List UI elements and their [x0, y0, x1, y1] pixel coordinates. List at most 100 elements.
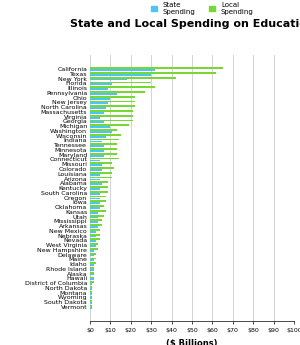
Bar: [90, 196, 106, 197]
Bar: [90, 297, 92, 299]
Bar: [90, 221, 98, 223]
Bar: [90, 102, 108, 104]
Bar: [90, 172, 112, 174]
Bar: [90, 100, 135, 102]
Bar: [90, 300, 92, 302]
Bar: [90, 83, 112, 85]
Bar: [90, 153, 116, 155]
Bar: [90, 124, 129, 126]
Bar: [90, 215, 104, 217]
Legend: State
Spending, Local
Spending: State Spending, Local Spending: [149, 0, 255, 16]
Bar: [90, 302, 92, 304]
Bar: [90, 234, 100, 236]
Bar: [90, 200, 106, 202]
Bar: [90, 126, 110, 128]
Bar: [90, 257, 96, 259]
Bar: [90, 181, 108, 183]
Bar: [90, 253, 96, 255]
Bar: [90, 236, 96, 237]
Bar: [90, 136, 106, 138]
Bar: [90, 250, 94, 252]
Bar: [90, 224, 102, 226]
Bar: [90, 188, 100, 190]
Bar: [90, 293, 92, 295]
Bar: [90, 158, 118, 159]
Bar: [90, 277, 94, 278]
Bar: [90, 81, 151, 83]
Bar: [90, 248, 98, 250]
Bar: [90, 231, 96, 233]
Bar: [90, 162, 112, 164]
Bar: [90, 148, 116, 150]
Bar: [90, 96, 135, 98]
Bar: [90, 191, 108, 193]
Bar: [90, 269, 94, 271]
Bar: [90, 291, 92, 293]
Bar: [90, 283, 92, 285]
Bar: [90, 288, 92, 290]
Bar: [90, 131, 112, 133]
Bar: [90, 186, 108, 188]
Bar: [90, 183, 102, 185]
Bar: [90, 281, 94, 283]
Title: State and Local Spending on Education: State and Local Spending on Education: [70, 19, 300, 29]
Bar: [90, 134, 121, 136]
Bar: [90, 169, 102, 171]
Bar: [90, 69, 155, 71]
Bar: [90, 267, 94, 269]
Bar: [90, 115, 133, 117]
Bar: [90, 144, 116, 145]
Bar: [90, 264, 94, 266]
Bar: [90, 198, 100, 199]
Bar: [90, 164, 102, 166]
Bar: [90, 255, 94, 256]
X-axis label: ($ Billions): ($ Billions): [166, 339, 218, 345]
Bar: [90, 202, 100, 204]
Bar: [90, 217, 98, 218]
Bar: [90, 120, 133, 121]
Bar: [90, 262, 96, 264]
Bar: [90, 240, 96, 242]
Bar: [90, 193, 100, 195]
Bar: [90, 274, 94, 276]
Bar: [90, 278, 94, 280]
Bar: [90, 72, 217, 74]
Bar: [90, 155, 104, 157]
Bar: [90, 74, 151, 76]
Bar: [90, 105, 135, 107]
Bar: [90, 205, 104, 207]
Bar: [90, 207, 100, 209]
Bar: [90, 243, 98, 245]
Bar: [90, 91, 145, 93]
Bar: [90, 117, 100, 119]
Bar: [90, 226, 98, 228]
Bar: [90, 179, 100, 180]
Bar: [90, 238, 100, 240]
Bar: [90, 177, 112, 178]
Bar: [90, 150, 104, 152]
Bar: [90, 219, 102, 221]
Bar: [90, 107, 106, 109]
Bar: [90, 159, 100, 161]
Bar: [90, 140, 102, 142]
Bar: [90, 272, 94, 274]
Bar: [90, 67, 223, 69]
Bar: [90, 86, 155, 88]
Bar: [90, 259, 94, 261]
Bar: [90, 229, 100, 231]
Bar: [90, 129, 116, 131]
Bar: [90, 77, 176, 79]
Bar: [90, 121, 104, 123]
Bar: [90, 112, 104, 114]
Bar: [90, 145, 104, 147]
Bar: [90, 212, 98, 214]
Bar: [90, 296, 92, 297]
Bar: [90, 167, 115, 169]
Bar: [90, 98, 110, 99]
Bar: [90, 245, 96, 247]
Bar: [90, 210, 106, 212]
Bar: [90, 79, 127, 80]
Bar: [90, 110, 133, 112]
Bar: [90, 305, 92, 307]
Bar: [90, 139, 118, 140]
